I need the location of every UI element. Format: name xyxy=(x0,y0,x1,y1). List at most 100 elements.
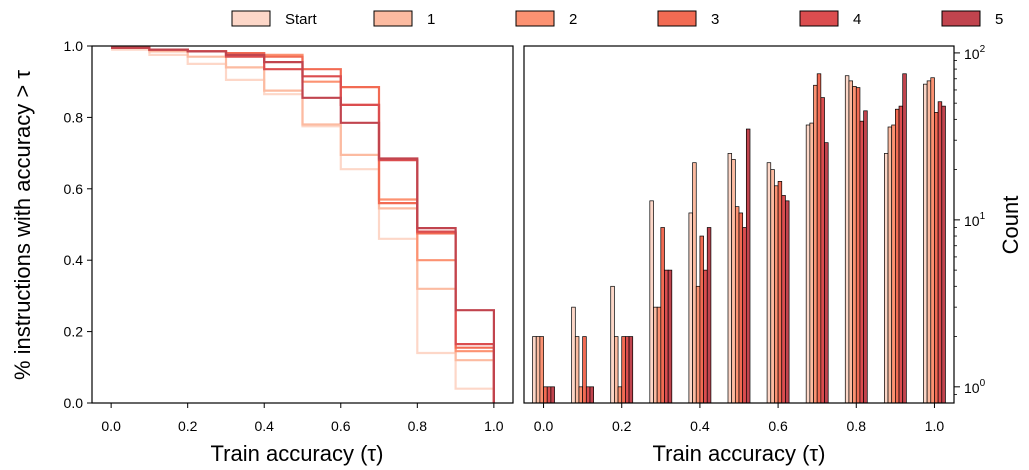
left-x-axis-title: Train accuracy (τ) xyxy=(211,441,384,466)
right-panel: 0.0 0.2 0.4 0.6 0.8 1.0 100 101 102 Train accur… xyxy=(523,44,1023,466)
x-tick-label: 0.0 xyxy=(534,418,554,434)
histogram-bar xyxy=(625,336,630,404)
y-tick-label: 101 xyxy=(964,211,986,229)
histogram-bar xyxy=(667,269,673,404)
histogram-bar xyxy=(859,120,864,404)
histogram-bar xyxy=(742,227,747,404)
histogram-bar xyxy=(745,128,751,404)
histogram-bar xyxy=(852,86,857,404)
histogram-bar xyxy=(688,212,693,404)
left-axes-frame xyxy=(91,45,514,404)
histogram-bar xyxy=(930,77,935,404)
legend-label: 3 xyxy=(711,11,719,28)
y-tick-label: 1.0 xyxy=(64,38,84,54)
legend-swatch xyxy=(231,10,271,27)
legend-swatch xyxy=(657,10,697,27)
histogram-bar xyxy=(703,269,708,404)
histogram-bar xyxy=(539,336,544,404)
histogram-bar xyxy=(816,73,822,404)
histogram-bar xyxy=(934,112,939,404)
x-tick-label: 0.2 xyxy=(612,418,632,434)
histogram-bar xyxy=(546,386,552,404)
histogram-bar xyxy=(898,105,904,404)
legend-swatch xyxy=(373,10,413,27)
y-tick-label: 102 xyxy=(964,44,986,62)
x-tick-label: 1.0 xyxy=(925,418,945,434)
histogram-bar xyxy=(535,336,541,404)
right-x-axis-title: Train accuracy (τ) xyxy=(653,441,826,466)
right-axes-frame xyxy=(523,45,955,404)
histogram-bar xyxy=(937,101,943,404)
histogram-bar xyxy=(863,110,868,404)
x-tick-label: 0.4 xyxy=(690,418,710,434)
histogram-bar xyxy=(855,87,861,404)
legend-label: 2 xyxy=(569,11,577,28)
x-tick-label: 0.2 xyxy=(178,418,198,434)
histogram-bar xyxy=(532,336,537,404)
histogram-bar xyxy=(727,153,733,404)
legend-label: 5 xyxy=(995,11,1003,28)
x-tick-label: 0.0 xyxy=(101,418,121,434)
right-x-ticks: 0.0 0.2 0.4 0.6 0.8 1.0 xyxy=(534,403,945,434)
x-tick-label: 1.0 xyxy=(484,418,504,434)
histogram-bar xyxy=(891,124,896,404)
histogram-bar xyxy=(805,124,811,404)
histogram-bar xyxy=(813,84,818,404)
histogram-bar xyxy=(731,159,736,404)
histogram-bar xyxy=(923,83,928,404)
legend-label: 1 xyxy=(427,11,435,28)
histogram-bar xyxy=(848,80,853,404)
histogram-bar xyxy=(571,306,576,404)
x-tick-label: 0.4 xyxy=(254,418,274,434)
right-y-ticks: 100 101 102 xyxy=(954,44,986,396)
histogram-bar xyxy=(699,235,704,404)
histogram-bar xyxy=(621,336,626,404)
step-line-series-5 xyxy=(111,46,495,403)
y-tick-label: 0.8 xyxy=(64,109,84,125)
histogram-bar xyxy=(585,386,591,404)
histogram-bar xyxy=(695,285,701,404)
histogram-bar xyxy=(617,386,623,404)
histogram-bar xyxy=(774,185,779,404)
left-panel: 0.0 0.2 0.4 0.6 0.8 1.0 0.0 0.2 0.4 0.6 0.8 1.0 Tr… xyxy=(10,38,514,466)
histogram-bar xyxy=(777,181,783,404)
histogram-bar xyxy=(785,200,790,404)
histogram-bar xyxy=(824,142,829,404)
histogram-bar xyxy=(809,122,814,404)
legend-label: Start xyxy=(285,11,318,28)
histogram-bar xyxy=(656,306,662,404)
legend-swatch xyxy=(799,10,839,27)
histogram-bar xyxy=(884,153,889,404)
right-y-axis-title: Count xyxy=(998,196,1023,255)
histogram-bar xyxy=(550,386,555,404)
histogram-bar xyxy=(543,386,548,404)
histogram-bar xyxy=(614,336,619,404)
histogram-bar xyxy=(734,206,740,404)
histogram-bar xyxy=(706,227,712,404)
histogram-bar xyxy=(941,105,946,404)
histogram-bar xyxy=(574,336,580,404)
histogram-bar xyxy=(628,336,634,404)
histogram-bar xyxy=(653,306,658,404)
histogram-bar xyxy=(766,162,772,404)
x-tick-label: 0.8 xyxy=(408,418,428,434)
histogram-bars xyxy=(532,73,946,404)
histogram-bar xyxy=(660,227,665,404)
histogram-bar xyxy=(582,336,587,404)
y-tick-label: 0.4 xyxy=(64,252,84,268)
step-line-series-0 xyxy=(111,48,495,403)
histogram-bar xyxy=(610,285,615,404)
y-tick-label: 0.2 xyxy=(64,324,84,340)
histogram-bar xyxy=(895,108,900,404)
legend-label: 4 xyxy=(853,11,861,28)
step-line-series-1 xyxy=(111,46,495,403)
legend: Start 1 2 3 4 5 xyxy=(231,10,1003,28)
legend-swatch xyxy=(515,10,555,27)
histogram-bar xyxy=(926,80,932,404)
histogram-bar xyxy=(887,126,893,404)
histogram-bar xyxy=(738,212,744,404)
y-tick-label: 100 xyxy=(964,378,986,396)
histogram-bar xyxy=(902,73,907,404)
step-lines xyxy=(111,46,495,403)
